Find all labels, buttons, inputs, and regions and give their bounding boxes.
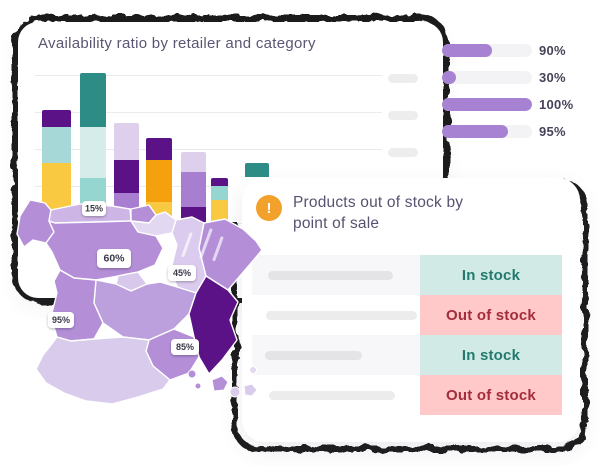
title-line-2: point of sale [293, 215, 380, 232]
chart-side-pill-1 [388, 111, 418, 120]
placeholder-pill-2 [265, 350, 362, 360]
availability-chart-title: Availability ratio by retailer and categ… [38, 35, 316, 52]
stock-row-placeholder-zone-3 [252, 375, 420, 415]
progress-row-2: 100% [442, 97, 574, 112]
bar-2-segment-1 [80, 127, 106, 178]
bar-4-segment-0 [146, 138, 172, 160]
out-of-stock-title: Products out of stock by point of sale [293, 192, 543, 234]
stock-row-placeholder-zone-2 [252, 335, 420, 375]
stock-status-table: In stock Out of stock In stock Out of stock [252, 255, 562, 415]
bar-6-segment-0 [211, 178, 228, 186]
map-shine-streak-2 [212, 236, 224, 262]
title-line-1: Products out of stock by [293, 194, 464, 211]
chart-side-pill-0 [388, 74, 418, 83]
map-island-6 [249, 366, 257, 374]
progress-row-1: 30% [442, 70, 573, 85]
bar-6-segment-2 [211, 200, 228, 223]
status-badge-0: In stock [420, 255, 562, 295]
progress-fill-0 [442, 44, 493, 57]
progress-track-1 [442, 71, 532, 84]
bar-3-segment-0 [114, 123, 139, 160]
progress-row-0: 90% [442, 43, 573, 58]
bar-2-segment-0 [80, 73, 106, 127]
region-label-60-text: 60% [103, 253, 125, 265]
chart-gridline-1 [35, 112, 382, 113]
stock-row-1: Out of stock [252, 295, 562, 335]
out-of-stock-card: ! Products out of stock by point of sale… [242, 178, 580, 442]
bar-5-segment-0 [181, 152, 206, 172]
map-shine-streak-1 [199, 228, 213, 259]
progress-row-3: 95% [442, 124, 573, 139]
stock-row-2: In stock [252, 335, 562, 375]
map-island-3 [211, 375, 229, 392]
progress-label-3: 95% [539, 124, 566, 139]
chart-gridline-0 [35, 75, 382, 76]
status-badge-1: Out of stock [420, 295, 562, 335]
region-label-85-pill [171, 339, 199, 355]
stock-row-placeholder-zone-1 [252, 295, 420, 335]
progress-fill-1 [442, 71, 456, 84]
bar-1-segment-1 [42, 127, 71, 163]
spain-choropleth-map: 15% 60% 45% 95% 85% [16, 199, 263, 405]
stacked-bar-6 [211, 178, 228, 223]
progress-label-0: 90% [539, 43, 566, 58]
region-label-95-pill [48, 312, 74, 328]
bar2-annotation-pill [82, 201, 106, 216]
bar-1-segment-0 [42, 110, 71, 127]
map-region-extremadura [50, 269, 104, 342]
bar-6-segment-1 [211, 186, 228, 200]
chart-gridline-2 [35, 149, 382, 150]
status-badge-2: In stock [420, 335, 562, 375]
progress-track-3 [442, 125, 532, 138]
stock-row-placeholder-zone-0 [252, 255, 420, 295]
bar-4-segment-1 [146, 160, 172, 202]
status-badge-3: Out of stock [420, 375, 562, 415]
map-shine-streak-0 [181, 232, 193, 258]
progress-track-0 [442, 44, 532, 57]
map-region-andalusia [35, 336, 171, 405]
region-label-45-pill [168, 265, 196, 281]
map-region-catalonia [198, 218, 263, 291]
map-island-2 [194, 382, 202, 390]
region-label-45-text: 45% [173, 268, 191, 278]
bar-5-segment-1 [181, 172, 206, 207]
stacked-bar-7-segment [245, 163, 269, 177]
map-island-1 [187, 369, 197, 379]
stock-row-3: Out of stock [252, 375, 562, 415]
progress-label-1: 30% [539, 70, 566, 85]
placeholder-pill-0 [268, 270, 393, 280]
chart-gridline-3 [35, 186, 382, 187]
progress-track-2 [442, 98, 532, 111]
availability-progress-bars: 90% 30% 100% 95% [442, 43, 574, 152]
stacked-bar-3 [114, 123, 139, 223]
region-label-85-text: 85% [176, 342, 194, 352]
map-island-5 [243, 383, 258, 397]
progress-fill-2 [442, 98, 532, 111]
region-label-95-text: 95% [52, 315, 70, 325]
progress-label-2: 100% [539, 97, 574, 112]
warning-icon: ! [256, 195, 282, 221]
map-region-valencia [188, 275, 239, 375]
region-label-60-pill [97, 249, 131, 268]
bar-3-segment-1 [114, 160, 139, 193]
chart-side-pill-2 [388, 148, 418, 157]
progress-fill-3 [442, 125, 508, 138]
bar2-annotation-text: 15% [85, 204, 103, 214]
placeholder-pill-1 [266, 310, 417, 320]
map-island-4 [229, 386, 241, 398]
placeholder-pill-3 [269, 390, 395, 400]
stock-row-0: In stock [252, 255, 562, 295]
